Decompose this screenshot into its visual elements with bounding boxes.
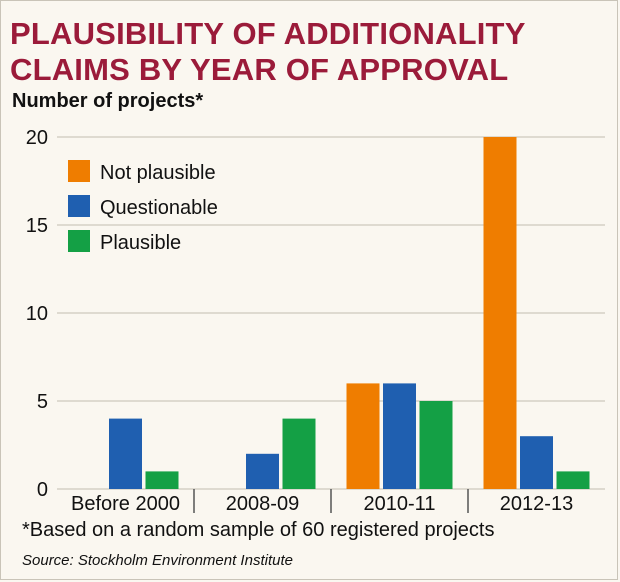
x-tick-label: Before 2000 <box>71 493 180 515</box>
legend-swatch <box>68 230 90 252</box>
bar-plausible <box>282 418 316 489</box>
legend: Not plausible Questionable Plausible <box>68 160 218 254</box>
legend-swatch <box>68 160 90 182</box>
source-note: Source: Stockholm Environment Institute <box>22 552 293 569</box>
bar-questionable <box>520 436 553 489</box>
bar-not-plausible <box>483 137 517 489</box>
bar-questionable <box>246 453 279 489</box>
x-tick-label: 2012-13 <box>500 493 573 515</box>
x-tick-label: 2010-11 <box>364 493 436 515</box>
x-tick-label: 2008-09 <box>226 493 299 515</box>
y-tick-label: 10 <box>26 303 48 325</box>
y-tick-label: 20 <box>26 127 48 149</box>
y-tick-label: 5 <box>37 391 48 413</box>
x-tick-labels: Before 2000 2008-09 2010-11 2012-13 <box>71 489 573 515</box>
footnote: *Based on a random sample of 60 register… <box>22 519 495 541</box>
y-tick-labels: 0 5 10 15 20 <box>26 127 48 501</box>
bar-plausible <box>556 471 590 489</box>
bars <box>109 137 590 489</box>
legend-swatch <box>68 195 90 217</box>
bar-plausible <box>145 471 179 489</box>
legend-label: Questionable <box>100 197 218 219</box>
chart-title: PLAUSIBILITY OF ADDITIONALITY CLAIMS BY … <box>10 16 526 87</box>
bar-questionable <box>383 383 416 489</box>
y-tick-label: 15 <box>26 215 48 237</box>
bar-questionable <box>109 418 142 489</box>
legend-label: Not plausible <box>100 162 216 184</box>
bar-not-plausible <box>346 383 380 489</box>
y-axis-label: Number of projects* <box>12 90 204 112</box>
legend-label: Plausible <box>100 232 181 254</box>
y-tick-label: 0 <box>37 479 48 501</box>
bar-plausible <box>419 401 453 489</box>
